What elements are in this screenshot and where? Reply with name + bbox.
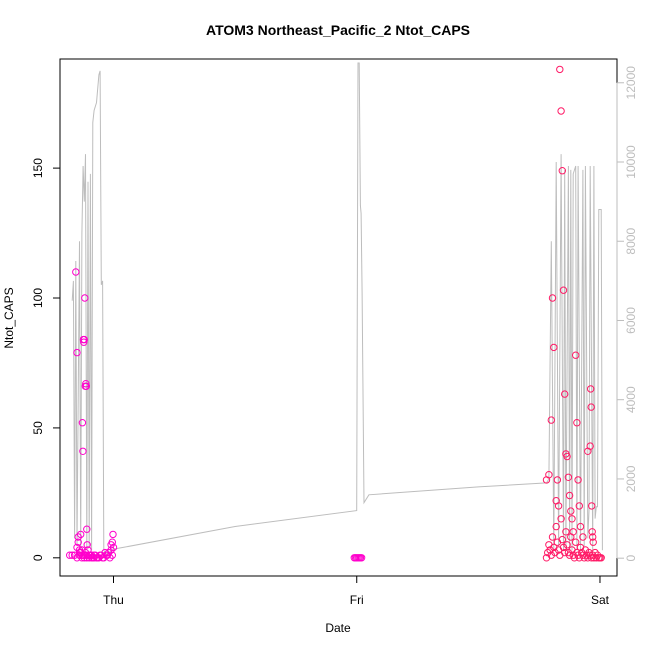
data-point [547,416,555,424]
data-point [580,554,588,562]
data-point [563,452,571,461]
data-point [572,351,580,359]
data-point [77,530,85,539]
data-point [557,107,565,115]
data-point [568,515,576,523]
data-point [357,554,366,562]
data-point [587,385,595,393]
data-point [87,554,96,562]
right-tick-label: 12000 [624,66,638,100]
data-point [589,538,597,546]
right-tick-label: 10000 [624,145,638,179]
data-point [101,548,109,557]
data-point [82,380,90,388]
data-point [553,476,562,484]
left-tick-label: 0 [31,554,45,561]
data-point [107,546,115,554]
data-point [588,502,596,510]
data-point [591,548,599,557]
data-point [554,502,563,510]
data-point [558,535,566,544]
data-point [576,522,585,531]
data-point [562,528,570,536]
data-point [573,419,581,427]
bottom-tick-label: Sat [591,593,610,607]
data-point [90,551,98,559]
data-point [557,515,565,523]
right-axis: 0 2000 4000 6000 8000 10000 12000 [616,66,638,562]
right-tick-label: 4000 [624,386,638,413]
data-point [80,338,88,346]
left-tick-label: 50 [31,421,45,435]
right-tick-label: 8000 [624,228,638,255]
secondary-series-line [71,62,603,555]
data-point [66,551,74,559]
data-point [547,551,555,559]
data-point [561,390,569,398]
data-point [83,541,91,549]
data-point [586,442,594,450]
right-tick-label: 2000 [624,465,638,492]
data-point [587,403,595,411]
x-axis-label: Date [325,621,351,635]
bottom-axis: Thu Fri Sat [103,575,610,607]
data-point [72,268,80,276]
right-tick-label: 6000 [624,307,638,334]
data-point [78,419,87,427]
right-tick-label: 0 [624,555,638,562]
data-point [550,343,558,352]
data-point [80,335,89,344]
left-tick-label: 150 [31,158,45,178]
data-point [109,530,117,539]
data-point [579,533,587,541]
data-point [73,348,81,357]
chart-title: ATOM3 Northeast_Pacific_2 Ntot_CAPS [206,22,470,38]
data-point [548,294,557,302]
data-points [66,65,605,562]
data-point [106,554,114,562]
data-point [589,533,597,541]
data-point [565,491,574,500]
y-axis-label: Ntot_CAPS [2,287,16,348]
data-point [83,525,91,533]
left-axis: 0 50 100 150 [31,158,61,561]
data-point [548,533,557,541]
secondary-line [71,62,603,555]
data-point [564,473,573,481]
bottom-tick-label: Fri [350,593,364,607]
data-point [559,286,568,294]
data-point [574,476,582,484]
data-point [108,551,117,559]
data-point [556,65,564,74]
data-point [78,551,86,559]
data-point [563,541,571,549]
data-point [558,167,566,175]
data-point [109,543,118,552]
data-point [108,538,117,546]
data-point [597,554,605,562]
data-point [79,447,87,455]
data-point [575,502,583,510]
data-point [567,507,575,515]
data-point [552,522,560,531]
data-point [74,538,82,546]
data-point [103,551,112,559]
data-point [545,471,553,479]
data-point [81,294,89,302]
data-point [82,382,91,390]
left-tick-label: 100 [31,288,45,308]
data-point [74,533,82,541]
data-point [85,551,93,559]
data-point [569,528,577,536]
bottom-tick-label: Thu [103,593,124,607]
data-point [572,538,580,546]
data-point [588,528,596,536]
